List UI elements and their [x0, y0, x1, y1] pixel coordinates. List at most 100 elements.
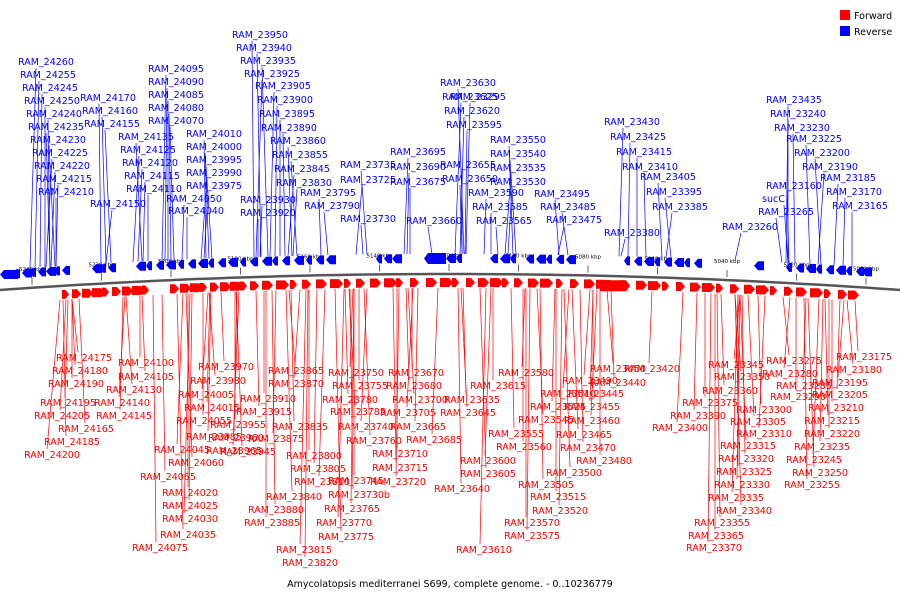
- forward-leader-line: [610, 290, 615, 378]
- reverse-leader-line: [169, 126, 175, 261]
- reverse-leader-line: [45, 132, 51, 267]
- forward-gene-arrow: [784, 286, 793, 296]
- forward-gene-label: RAM_23645: [440, 408, 496, 419]
- reverse-gene-arrow: [250, 257, 258, 267]
- forward-leader-line: [313, 289, 318, 464]
- forward-leader-line: [188, 293, 193, 501]
- reverse-leader-line: [459, 184, 463, 255]
- forward-gene-arrow: [556, 278, 563, 288]
- tick-label: 5100 kbp: [506, 253, 532, 259]
- forward-leader-line: [78, 298, 86, 424]
- reverse-gene-arrow: [816, 264, 822, 274]
- forward-gene-label: RAM_23420: [624, 364, 680, 375]
- reverse-gene-arrow: [384, 254, 392, 264]
- reverse-gene-arrow: [166, 260, 176, 270]
- forward-gene-label: RAM_23760: [346, 436, 402, 447]
- reverse-leader-line: [164, 87, 168, 261]
- forward-leader-line: [716, 293, 721, 518]
- forward-gene-label: RAM_23175: [836, 352, 892, 363]
- forward-leader-line: [363, 288, 371, 436]
- forward-gene-label: RAM_23805: [290, 464, 346, 475]
- forward-gene-label: RAM_23480: [576, 456, 632, 467]
- reverse-leader-line: [101, 116, 107, 264]
- reverse-leader-line: [457, 88, 465, 255]
- forward-gene-arrow: [62, 289, 69, 299]
- forward-gene-arrow: [132, 286, 145, 295]
- forward-leader-line: [299, 289, 307, 545]
- reverse-gene-arrow: [644, 257, 654, 266]
- forward-leader-line: [334, 289, 342, 532]
- reverse-gene-arrow: [862, 267, 872, 277]
- reverse-leader-line: [323, 211, 329, 256]
- forward-gene-label: RAM_23330: [714, 480, 770, 491]
- reverse-gene-labels: RAM_24260RAM_24255RAM_24245RAM_24250RAM_…: [18, 30, 888, 239]
- reverse-gene-label: RAM_24235: [28, 122, 84, 133]
- forward-gene-arrow: [240, 281, 247, 291]
- reverse-leader-line: [786, 191, 790, 264]
- forward-gene-arrow: [744, 284, 755, 294]
- forward-gene-label: RAM_23770: [316, 518, 372, 529]
- forward-leader-line: [648, 291, 653, 364]
- reverse-leader-line: [665, 212, 673, 258]
- reverse-gene-arrow: [546, 254, 552, 264]
- forward-gene-arrow: [584, 279, 595, 289]
- reverse-gene-arrow: [490, 254, 498, 264]
- reverse-leader-line: [292, 188, 298, 256]
- reverse-gene-arrow: [846, 266, 852, 276]
- reverse-leader-line: [203, 191, 209, 259]
- reverse-gene-arrow: [156, 260, 164, 270]
- forward-gene-label: RAM_23325: [716, 467, 772, 478]
- reverse-gene-label: RAM_23410: [622, 162, 678, 173]
- reverse-gene-arrow: [92, 264, 102, 274]
- reverse-leader-line: [454, 102, 462, 255]
- reverse-gene-label: RAM_23925: [244, 69, 300, 80]
- reverse-gene-label: RAM_23185: [820, 173, 876, 184]
- reverse-gene-label: RAM_23165: [832, 201, 888, 212]
- reverse-gene-arrow: [62, 265, 70, 275]
- reverse-gene-label: RAM_24135: [118, 132, 174, 143]
- reverse-gene-label: RAM_23790: [304, 201, 360, 212]
- forward-leader-line: [176, 293, 184, 445]
- forward-leader-line: [747, 294, 755, 417]
- reverse-gene-label: RAM_23260: [722, 222, 778, 233]
- forward-gene-label: RAM_23320: [718, 454, 774, 465]
- reverse-gene-label: RAM_24000: [186, 142, 242, 153]
- forward-gene-label: RAM_23360: [702, 386, 758, 397]
- tick-label: 5020 kbp: [784, 262, 810, 268]
- reverse-gene-label: RAM_24245: [22, 83, 78, 94]
- forward-gene-label: RAM_23615: [470, 381, 526, 392]
- forward-leader-line: [819, 298, 824, 442]
- forward-leader-line: [59, 299, 67, 411]
- forward-leader-line: [734, 294, 742, 506]
- forward-leader-line: [526, 288, 531, 531]
- reverse-gene-label: RAM_24010: [186, 129, 242, 140]
- forward-leader-line: [589, 289, 594, 402]
- forward-gene-label: RAM_23455: [564, 402, 620, 413]
- reverse-gene-label: RAM_24040: [168, 206, 224, 217]
- forward-gene-label: RAM_23640: [434, 484, 490, 495]
- reverse-gene-arrow: [674, 258, 684, 267]
- reverse-gene-label: RAM_23940: [236, 43, 292, 54]
- reverse-gene-label: RAM_23690: [390, 162, 446, 173]
- reverse-gene-label: RAM_23725: [340, 175, 396, 186]
- tick-label: 5040 kbp: [714, 259, 740, 265]
- reverse-leader-line: [105, 209, 113, 264]
- forward-leader-line: [579, 289, 584, 443]
- reverse-gene-label: RAM_24150: [90, 199, 146, 210]
- forward-gene-label: RAM_24140: [94, 398, 150, 409]
- forward-gene-arrow: [756, 285, 769, 295]
- forward-leader-line: [176, 293, 184, 530]
- reverse-gene-arrow: [526, 254, 534, 264]
- forward-leader-line: [46, 299, 61, 450]
- reverse-gene-arrow: [38, 267, 46, 277]
- forward-gene-arrow: [356, 278, 365, 288]
- forward-leader-line: [484, 288, 492, 456]
- reverse-leader-line: [287, 174, 295, 257]
- forward-gene-label: RAM_23195: [812, 378, 868, 389]
- forward-gene-label: RAM_23685: [406, 435, 462, 446]
- forward-gene-arrow: [250, 281, 259, 291]
- forward-gene-label: RAM_23720: [370, 477, 426, 488]
- reverse-gene-label: RAM_23990: [186, 168, 242, 179]
- forward-gene-arrow: [112, 287, 121, 296]
- forward-gene-label: RAM_23700: [392, 395, 448, 406]
